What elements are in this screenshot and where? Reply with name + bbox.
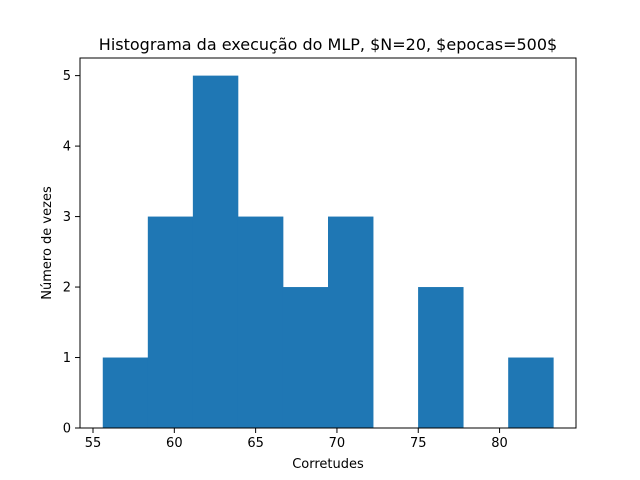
y-axis-label: Número de vezes [40, 186, 55, 300]
y-tick-label-0: 0 [63, 422, 71, 437]
y-tick-label-2: 2 [63, 281, 71, 296]
histogram-bar-7 [418, 287, 464, 428]
x-tick-label-3: 70 [329, 436, 346, 451]
x-tick-label-1: 60 [166, 436, 183, 451]
x-tick-label-5: 80 [491, 436, 508, 451]
histogram-bar-1 [147, 216, 194, 428]
x-axis-ticks: 55 60 65 70 75 80 [85, 428, 508, 451]
histogram-bar-0 [102, 357, 149, 428]
y-tick-label-4: 4 [63, 140, 71, 155]
histogram-bar-3 [237, 216, 284, 428]
bars-group [102, 75, 554, 428]
histogram-bar-9 [508, 357, 554, 428]
histogram-bar-5 [328, 216, 374, 428]
plot-frame [79, 57, 577, 429]
histogram-bar-4 [282, 287, 329, 428]
histogram-bar-2 [192, 75, 239, 428]
y-tick-label-1: 1 [63, 351, 71, 366]
y-tick-label-3: 3 [63, 210, 71, 225]
y-tick-label-5: 5 [63, 69, 71, 84]
chart-title: Histograma da execução do MLP, $N=20, $e… [99, 35, 557, 54]
x-tick-label-2: 65 [247, 436, 264, 451]
x-axis-label: Corretudes [292, 457, 364, 472]
x-tick-label-4: 75 [410, 436, 427, 451]
y-axis-ticks: 0 1 2 3 4 5 [63, 69, 80, 437]
x-tick-label-0: 55 [85, 436, 102, 451]
